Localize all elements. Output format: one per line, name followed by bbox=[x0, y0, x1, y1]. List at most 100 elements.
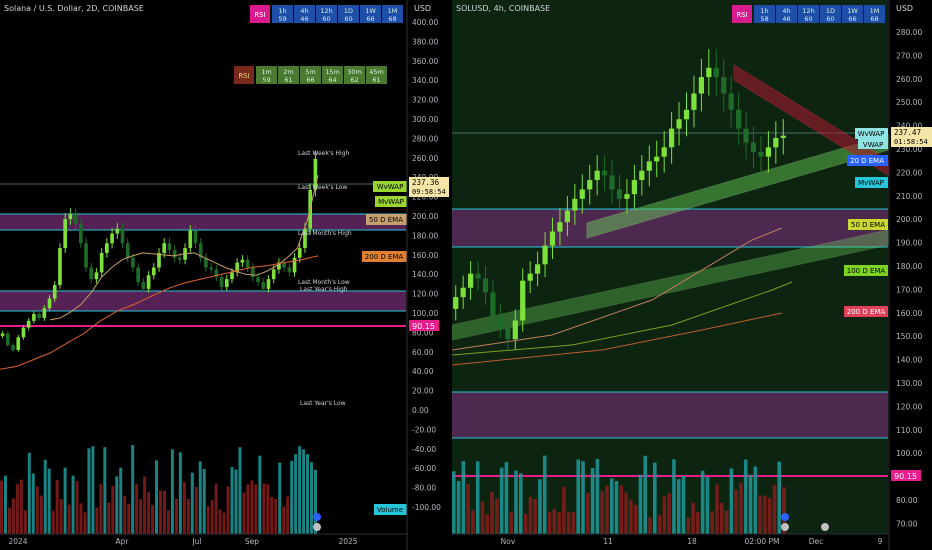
right-flag-icon[interactable] bbox=[781, 523, 789, 531]
right-volume-bar bbox=[662, 496, 667, 534]
left-rsi-button-2[interactable] bbox=[234, 66, 254, 84]
left-candle bbox=[297, 248, 302, 258]
right-flag-icon-2[interactable] bbox=[821, 523, 829, 531]
right-tf-12h[interactable] bbox=[798, 5, 819, 23]
left-volume-bar bbox=[262, 483, 266, 534]
left-candle bbox=[235, 262, 240, 273]
left-candle bbox=[251, 267, 255, 278]
price-tick: -80.00 bbox=[412, 484, 436, 493]
right-tf-1h[interactable] bbox=[754, 5, 775, 23]
left-volume-bar bbox=[242, 492, 246, 534]
left-volume-bar bbox=[67, 504, 71, 534]
right-volume-bar bbox=[538, 479, 542, 534]
left-volume-bar bbox=[258, 455, 262, 534]
right-tf-1D[interactable] bbox=[820, 5, 841, 23]
left-level-badge-text: 90.15 bbox=[412, 322, 435, 331]
right-tf-label-1h: 1h bbox=[760, 7, 768, 15]
left-tf-4h[interactable] bbox=[294, 5, 315, 23]
left-volume-bar bbox=[147, 492, 151, 534]
price-tick: 240.00 bbox=[896, 122, 922, 131]
left-tf-label-1D: 1D bbox=[344, 7, 353, 15]
left-tf-1W[interactable] bbox=[360, 5, 381, 23]
right-chart[interactable]: SOLUSD, 4h, COINBASE RSI 1h584h4612h601D… bbox=[452, 0, 932, 550]
right-ema200-badge-text: 200 D EMA bbox=[847, 308, 886, 316]
left-mid-tf-2m[interactable] bbox=[278, 66, 299, 84]
right-tf-1M[interactable] bbox=[864, 5, 885, 23]
left-mid-tf-30m[interactable] bbox=[344, 66, 365, 84]
right-volume-bar bbox=[504, 462, 509, 534]
left-candle bbox=[292, 257, 297, 273]
left-volume-bar bbox=[226, 486, 230, 534]
left-volume-bar bbox=[198, 461, 202, 534]
right-rsi-button[interactable] bbox=[732, 5, 752, 23]
left-flag-icon[interactable] bbox=[313, 523, 321, 531]
left-mid-tf-5m[interactable] bbox=[300, 66, 321, 84]
left-volume-bar bbox=[186, 499, 190, 534]
left-ema50-badge bbox=[366, 214, 407, 225]
left-candle bbox=[99, 252, 104, 273]
right-volume-bar bbox=[480, 501, 485, 534]
right-tf-label-1W: 1W bbox=[847, 7, 858, 15]
right-volume-bar bbox=[700, 470, 705, 534]
right-mvwap-badge bbox=[855, 177, 888, 188]
right-tf-1W[interactable] bbox=[842, 5, 863, 23]
left-candle bbox=[125, 243, 130, 258]
left-price-text: 237.36 bbox=[412, 178, 440, 187]
right-volume-bar bbox=[767, 498, 772, 534]
right-candle bbox=[780, 135, 786, 138]
left-volume-bar bbox=[119, 467, 123, 534]
left-wvwap-badge bbox=[373, 181, 407, 192]
left-tf-1h[interactable] bbox=[272, 5, 293, 23]
price-tick: -40.00 bbox=[412, 445, 436, 454]
price-tick: -60.00 bbox=[412, 464, 436, 473]
price-tick: 250.00 bbox=[896, 98, 922, 107]
left-mid-tf-1m[interactable] bbox=[256, 66, 277, 84]
left-volume-bar bbox=[23, 510, 27, 534]
left-volume-bar bbox=[246, 484, 250, 534]
left-candle bbox=[313, 158, 318, 190]
left-volume-bar bbox=[214, 483, 218, 534]
left-candle bbox=[214, 269, 219, 278]
right-volume-bar bbox=[629, 499, 633, 534]
right-vwap-badge bbox=[858, 139, 888, 149]
right-uptrend-channel bbox=[586, 134, 889, 239]
right-tf-4h[interactable] bbox=[776, 5, 797, 23]
left-mvwap-badge-text: MvWAP bbox=[378, 198, 404, 206]
left-volume-bar bbox=[135, 483, 139, 534]
left-tf-12h[interactable] bbox=[316, 5, 337, 23]
price-tick: 0.00 bbox=[412, 406, 429, 415]
left-candle bbox=[266, 279, 271, 289]
price-tick: 200.00 bbox=[412, 212, 438, 221]
right-volume-bar bbox=[710, 511, 715, 534]
left-rsi-button[interactable] bbox=[250, 5, 270, 23]
right-volume-bar bbox=[528, 496, 533, 534]
left-tf-1M[interactable] bbox=[382, 5, 403, 23]
left-mid-tf-15m[interactable] bbox=[322, 66, 343, 84]
left-last-month-low-label: Last Month's Low bbox=[298, 279, 350, 286]
left-tf-value-4h: 46 bbox=[300, 15, 308, 23]
left-mid-tf-45m[interactable] bbox=[366, 66, 387, 84]
left-candle bbox=[37, 314, 41, 318]
left-event-icon[interactable] bbox=[313, 513, 321, 521]
left-chart[interactable]: Solana / U.S. Dollar, 2D, COINBASE RSI 1… bbox=[0, 0, 452, 550]
left-volume-bar bbox=[123, 495, 127, 534]
time-tick: Apr bbox=[116, 537, 130, 546]
right-tf-label-4h: 4h bbox=[782, 7, 790, 15]
left-candle bbox=[287, 267, 292, 273]
left-volume-bar bbox=[115, 476, 119, 534]
left-volume-bar bbox=[234, 469, 238, 534]
right-currency-label: USD bbox=[896, 4, 913, 13]
right-event-icon[interactable] bbox=[781, 513, 789, 521]
right-tf-value-1M: 68 bbox=[870, 15, 878, 23]
left-volume-bar bbox=[31, 473, 35, 534]
right-candle bbox=[691, 93, 697, 110]
price-tick: 380.00 bbox=[412, 37, 438, 46]
left-volume-bar bbox=[178, 452, 182, 534]
right-long-uptrend-channel bbox=[452, 229, 889, 341]
left-volume-bar bbox=[202, 468, 206, 534]
time-tick: Jul bbox=[191, 537, 201, 546]
right-volume-bar bbox=[552, 508, 557, 534]
left-volume-bar bbox=[19, 479, 23, 534]
right-candle bbox=[535, 264, 541, 274]
left-tf-1D[interactable] bbox=[338, 5, 359, 23]
